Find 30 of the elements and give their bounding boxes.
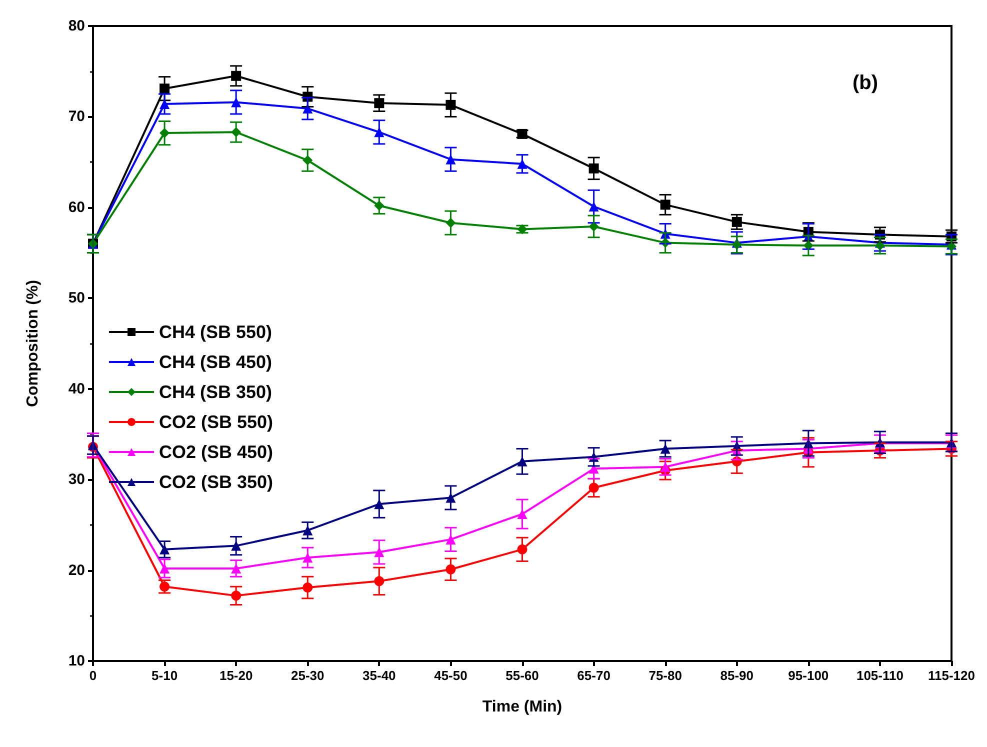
y-tick-label: 10 — [68, 652, 85, 670]
legend-label: CH4 (SB 450) — [159, 352, 272, 372]
x-tick-label: 55-60 — [506, 668, 539, 683]
x-tick-label: 75-80 — [648, 668, 682, 683]
x-tick-label: 5-10 — [152, 668, 178, 683]
y-tick-label: 60 — [68, 198, 85, 216]
y-tick-label: 20 — [68, 562, 85, 579]
annotation: (b) — [852, 72, 878, 94]
x-tick-label: 25-30 — [291, 668, 324, 683]
x-tick-label: 0 — [89, 668, 97, 683]
x-tick-label: 85-90 — [720, 668, 754, 683]
y-tick-label: 50 — [68, 290, 85, 307]
legend-label: CH4 (SB 550) — [159, 322, 272, 342]
legend-label: CO2 (SB 550) — [159, 412, 274, 432]
x-tick-label: 45-50 — [434, 668, 468, 683]
y-axis-title: Composition (%) — [24, 280, 42, 408]
x-tick-label: 15-20 — [219, 668, 253, 683]
y-tick-label: 70 — [68, 108, 85, 126]
x-tick-label: 115-120 — [928, 668, 976, 683]
y-tick-label: 40 — [68, 380, 85, 398]
x-tick-label: 105-110 — [856, 668, 904, 683]
legend-label: CO2 (SB 350) — [159, 472, 274, 492]
x-tick-label: 95-100 — [788, 668, 829, 683]
legend-label: CO2 (SB 450) — [159, 442, 274, 462]
x-tick-label: 35-40 — [362, 668, 396, 683]
y-tick-label: 80 — [68, 18, 85, 34]
legend-label: CH4 (SB 350) — [159, 382, 272, 402]
y-tick-label: 30 — [68, 471, 85, 488]
x-axis-title: Time (Min) — [482, 698, 562, 716]
x-tick-label: 65-70 — [577, 668, 610, 683]
